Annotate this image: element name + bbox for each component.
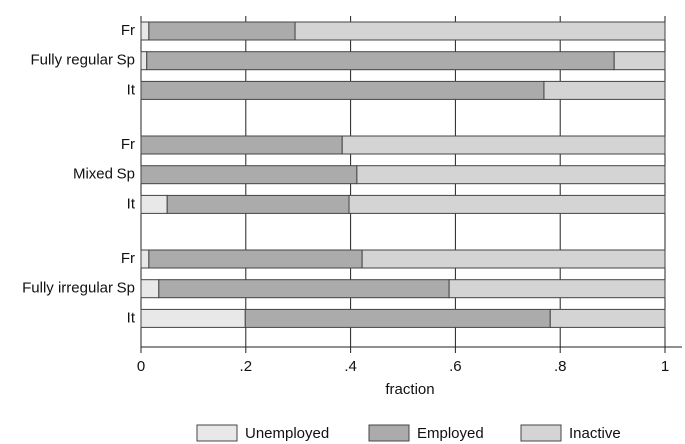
x-tick-label: .2: [240, 358, 253, 375]
bar-segment: [140, 279, 160, 299]
row-label: It: [127, 195, 136, 212]
bar-segment: [341, 135, 666, 155]
x-tick-label: .4: [344, 358, 357, 375]
bar-segment: [140, 194, 168, 214]
x-tick-label: 0: [137, 358, 145, 375]
row-label: Fr: [121, 22, 135, 39]
row-label: Sp: [117, 166, 135, 183]
bar-segment: [549, 308, 666, 328]
legend-label: Unemployed: [245, 425, 329, 442]
row-label: Fr: [121, 136, 135, 153]
bar-segment: [294, 21, 666, 41]
row-label: Sp: [117, 52, 135, 69]
x-tick-label: 1: [661, 358, 669, 375]
bar-segment: [140, 80, 545, 100]
bar-segment: [543, 80, 666, 100]
bar-segment: [148, 21, 296, 41]
row-label: Sp: [117, 280, 135, 297]
bar-segment: [140, 308, 246, 328]
group-label: Mixed: [73, 166, 113, 183]
bar-segment: [158, 279, 450, 299]
legend-swatch: [368, 424, 410, 442]
x-tick-label: .8: [554, 358, 567, 375]
bar-segment: [140, 249, 150, 269]
legend-label: Inactive: [569, 425, 621, 442]
bar-segment: [140, 165, 358, 185]
x-axis-label: fraction: [385, 381, 434, 398]
legend-label: Employed: [417, 425, 484, 442]
bar-segment: [140, 51, 148, 71]
row-label: Fr: [121, 250, 135, 267]
legend-swatch: [520, 424, 562, 442]
row-label: It: [127, 309, 136, 326]
bar-segment: [448, 279, 666, 299]
bar-segment: [356, 165, 666, 185]
bar-segment: [140, 135, 343, 155]
group-label: Fully irregular: [22, 280, 113, 297]
bar-segment: [166, 194, 350, 214]
bar-segment: [244, 308, 551, 328]
row-label: It: [127, 81, 136, 98]
x-tick-label: .6: [449, 358, 462, 375]
bar-segment: [148, 249, 363, 269]
group-label: Fully regular: [30, 52, 113, 69]
bar-segment: [146, 51, 615, 71]
bar-segment: [361, 249, 666, 269]
legend-swatch: [196, 424, 238, 442]
bar-segment: [613, 51, 666, 71]
bar-segment: [140, 21, 150, 41]
bar-segment: [348, 194, 666, 214]
